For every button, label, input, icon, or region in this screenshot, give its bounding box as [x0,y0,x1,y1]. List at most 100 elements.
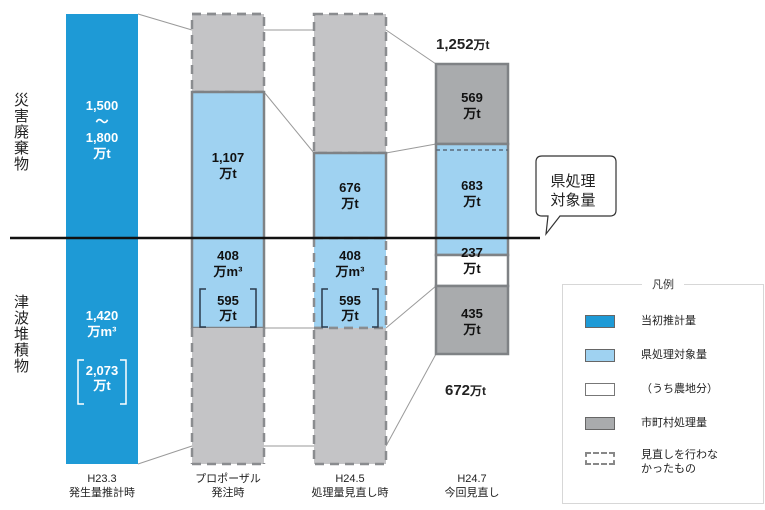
legend-label: 県処理対象量 [641,349,707,361]
bar-h247-farmland [434,253,510,288]
value-line: 435 [461,306,483,321]
value-label-h247-municipal-top: 569 万t [436,90,508,122]
value-label-h245-waste: 676 万t [314,180,386,212]
value-unit: 万m³ [87,324,117,339]
value-line: 〜 [95,114,109,129]
bracket-value: 595 [217,293,239,308]
bracket-value: 595 [339,293,361,308]
section-label-disaster-waste: 災害廃棄物 [12,92,29,172]
x-tick-line: 処理量見直し時 [311,487,389,499]
bracket-h245-sediment [321,288,379,328]
callout-line: 県処理 [550,173,596,190]
value-line: 408 [339,248,361,263]
bar-h245-unrevised-bottom [312,326,388,466]
bracket-label-proposal-sediment: 595 万t [192,293,264,323]
x-tick-line: 発生量推計時 [69,487,135,499]
bar-proposal-unrevised-bottom [192,328,264,464]
total-unit: 万t [470,384,487,398]
bracket-label-h245-sediment: 595 万t [314,293,386,323]
callout-text: 県処理 対象量 [530,172,616,210]
bracket-value: 2,073 [85,363,119,378]
value-line: 237 [461,245,483,260]
legend-swatch [585,417,615,430]
value-unit: 万t [463,322,481,337]
value-label-proposal-sediment: 408 万m³ [192,248,264,280]
legend-label-line: 見直しを行わな [641,449,718,461]
total-value: 672 [445,382,471,399]
value-line: 408 [217,248,239,263]
value-label-initial-sediment: 1,420 万m³ [66,308,138,340]
value-unit: 万t [93,146,111,161]
legend-label: 市町村処理量 [641,417,707,429]
connector-line [385,353,437,447]
x-tick-line: H23.3 [87,473,117,485]
bar-h247-municipal-top [434,62,510,146]
bar-h247-municipal-bottom [434,284,510,356]
value-line: 569 [461,90,483,105]
value-label-initial-waste: 1,500 〜 1,800 万t [66,98,138,162]
value-label-h247-prefecture: 683 万t [436,178,508,210]
value-unit: 万t [463,194,481,209]
legend-swatch [585,452,615,465]
value-unit: 万t [463,106,481,121]
x-tick-label-h245: H24.5 処理量見直し時 [295,472,405,500]
connector-line [385,285,437,329]
callout-bubble [535,155,617,237]
value-unit: 万t [341,196,359,211]
x-tick-line: 発注時 [211,487,245,499]
value-unit: 万t [463,261,481,276]
callout-line: 対象量 [550,192,596,209]
total-label-bottom: 672万t [445,382,486,399]
value-unit: 万t [219,166,237,181]
x-tick-label-h247: H24.7 今回見直し [417,472,527,500]
bracket-label-initial-sediment: 2,073 万t [66,363,138,393]
value-line: 1,420 [85,308,119,323]
legend: 凡例 当初推計量 県処理対象量 （うち農地分） 市町村処理量 見直しを行わな か… [562,279,764,504]
legend-title: 凡例 [563,276,763,292]
x-tick-line: 今回見直し [444,487,500,499]
section-label-tsunami-sediment: 津波堆積物 [12,294,29,374]
legend-label-line: かったもの [641,463,696,475]
x-tick-line: H24.7 [457,473,487,485]
connector-line [263,91,315,154]
value-label-h247-farmland: 237 万t [436,245,508,277]
bracket-unit: 万t [219,308,237,323]
value-line: 1,107 [211,150,245,165]
legend-title-text: 凡例 [642,279,684,291]
bracket-proposal-sediment [199,288,257,328]
value-line: 1,800 [85,130,119,145]
bracket-unit: 万t [93,378,111,393]
legend-label: 見直しを行わな かったもの [641,448,718,476]
connector-line [137,13,193,31]
value-unit: 万m³ [335,264,365,279]
x-tick-line: プロポーザル [195,473,261,485]
value-label-proposal-waste: 1,107 万t [192,150,264,182]
bracket-initial-sediment [77,359,127,405]
value-line: 1,500 [85,98,119,113]
bar-proposal-unrevised-top [190,12,266,94]
value-line: 683 [461,178,483,193]
value-label-h245-sediment: 408 万m³ [314,248,386,280]
x-tick-line: H24.5 [335,473,365,485]
legend-swatch [585,315,615,328]
x-tick-label-proposal: プロポーザル 発注時 [173,472,283,500]
legend-label: （うち農地分） [641,383,718,395]
connector-line [385,29,437,65]
legend-swatch [585,383,615,396]
connector-line [385,143,437,154]
legend-swatch [585,349,615,362]
bracket-unit: 万t [341,308,359,323]
bar-h245-sediment-unrevised [312,236,388,330]
connector-line [137,445,193,465]
value-label-h247-municipal-bottom: 435 万t [436,306,508,338]
value-line: 676 [339,180,361,195]
x-tick-label-h233: H23.3 発生量推計時 [47,472,157,500]
value-unit: 万m³ [213,264,243,279]
bar-h245-unrevised-top [312,12,388,155]
total-label-top: 1,252万t [436,36,490,53]
total-value: 1,252 [436,36,474,53]
total-unit: 万t [473,38,490,52]
legend-label: 当初推計量 [641,315,696,327]
